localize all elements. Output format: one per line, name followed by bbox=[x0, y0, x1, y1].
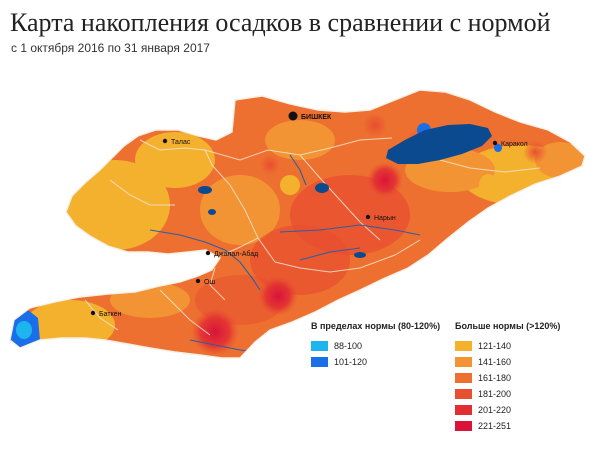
legend-label: 161-180 bbox=[478, 373, 512, 383]
city-batken: Баткен bbox=[90, 310, 122, 318]
svg-text:БИШКЕК: БИШКЕК bbox=[301, 114, 332, 121]
lake-small bbox=[208, 209, 216, 215]
legend-swatch bbox=[455, 373, 472, 383]
legend-label: 121-140 bbox=[478, 341, 512, 351]
city-osh: Ош bbox=[195, 278, 215, 286]
city-jalal-abad: Джалал-Абад bbox=[205, 250, 258, 258]
legend-label: 101-120 bbox=[334, 357, 368, 367]
lake-issyk-kul bbox=[386, 124, 492, 164]
legend-label: 181-200 bbox=[478, 389, 512, 399]
legend-above-title: Больше нормы (>120%) bbox=[455, 321, 561, 331]
legend-item-221-251: 221-251 bbox=[455, 421, 511, 431]
svg-text:Джалал-Абад: Джалал-Абад bbox=[214, 250, 258, 258]
legend-label: 221-251 bbox=[478, 421, 512, 431]
legend-swatch bbox=[455, 405, 472, 415]
legend-swatch bbox=[455, 389, 472, 399]
svg-text:Баткен: Баткен bbox=[99, 311, 122, 318]
legend-label: 88-100 bbox=[334, 341, 363, 351]
legend-label: 141-160 bbox=[478, 357, 512, 367]
legend-item-141-160: 141-160 bbox=[455, 357, 511, 367]
legend-swatch bbox=[311, 357, 328, 367]
legend-swatch bbox=[455, 421, 472, 431]
legend-item-201-220: 201-220 bbox=[455, 405, 511, 415]
svg-text:Нарын: Нарын bbox=[374, 215, 396, 222]
legend-normal-title: В пределах нормы (80-120%) bbox=[311, 321, 441, 331]
svg-text:Каракол: Каракол bbox=[501, 141, 528, 148]
legend-item-101-120: 101-120 bbox=[311, 357, 367, 367]
precipitation-zones bbox=[10, 113, 585, 356]
map-title: Карта накопления осадков в сравнении с н… bbox=[10, 8, 551, 37]
city-talas: Талас bbox=[162, 138, 191, 146]
legend-item-88-100: 88-100 bbox=[311, 341, 362, 351]
country-outline bbox=[9, 89, 586, 359]
map-subtitle: с 1 октября 2016 по 31 января 2017 bbox=[11, 41, 210, 55]
city-karakol: Каракол bbox=[492, 140, 528, 148]
city-bishkek: БИШКЕК bbox=[288, 111, 332, 121]
svg-text:Ош: Ош bbox=[204, 279, 215, 286]
legend-swatch bbox=[311, 341, 328, 351]
legend-item-161-180: 161-180 bbox=[455, 373, 511, 383]
legend-item-181-200: 181-200 bbox=[455, 389, 511, 399]
svg-text:Талас: Талас bbox=[171, 139, 191, 146]
legend-item-121-140: 121-140 bbox=[455, 341, 511, 351]
legend-swatch bbox=[455, 341, 472, 351]
legend-swatch bbox=[455, 357, 472, 367]
lake-toktogul bbox=[198, 186, 212, 194]
legend-label: 201-220 bbox=[478, 405, 512, 415]
city-naryn: Нарын bbox=[365, 214, 396, 222]
lake-chatyr-kul bbox=[354, 252, 366, 258]
lake-son-kul bbox=[315, 183, 329, 193]
